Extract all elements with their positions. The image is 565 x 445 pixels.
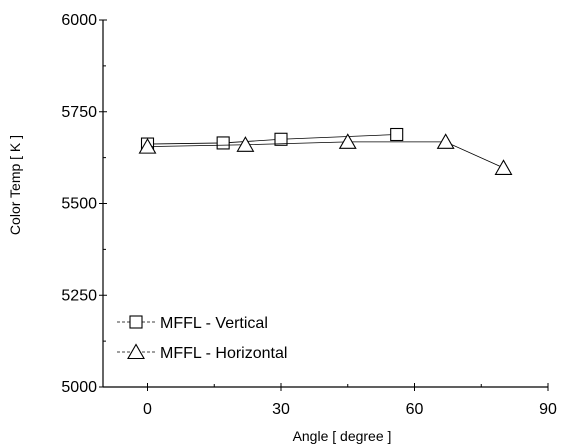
data-point-triangle	[338, 133, 357, 149]
data-point-square	[274, 132, 288, 146]
x-tick-label: 0	[143, 401, 152, 418]
x-tick-label: 90	[539, 401, 557, 418]
x-axis-title: Angle [ degree ]	[293, 428, 392, 444]
legend: MFFL - Vertical MFFL - Horizontal	[117, 315, 287, 362]
x-tick-label: 30	[272, 401, 290, 418]
y-tick-label: 6000	[61, 12, 97, 29]
data-point-triangle	[236, 136, 255, 152]
y-tick-label: 5250	[61, 287, 97, 304]
data-point-triangle	[494, 159, 513, 175]
data-point-triangle	[138, 138, 157, 154]
data-point-triangle	[436, 133, 455, 149]
legend-square-marker	[129, 315, 143, 329]
legend-item-1: MFFL - Vertical	[117, 315, 268, 332]
series-line	[147, 134, 397, 145]
data-point-square	[216, 136, 230, 150]
legend-label: MFFL - Vertical	[160, 315, 268, 332]
y-tick-label: 5000	[61, 379, 97, 396]
series-layer	[138, 127, 513, 175]
y-axis-title: Color Temp [ K ]	[7, 135, 23, 235]
legend-item-2: MFFL - Horizontal	[117, 343, 287, 362]
ticks: 5000 5250 5500 5750 6000 0 30 60 90	[61, 12, 557, 418]
legend-label: MFFL - Horizontal	[160, 345, 287, 362]
x-tick-label: 60	[406, 401, 424, 418]
series-2	[138, 133, 513, 175]
data-point-square	[390, 127, 404, 142]
y-tick-label: 5500	[61, 196, 97, 213]
series-1	[140, 127, 404, 151]
legend-triangle-marker	[127, 343, 145, 360]
y-tick-label: 5750	[61, 104, 97, 121]
